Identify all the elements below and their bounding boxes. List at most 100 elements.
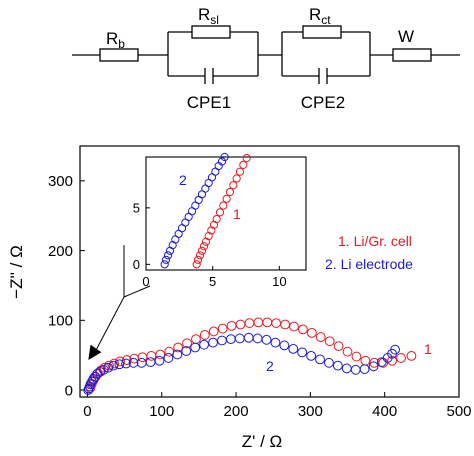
- series-1-point: [244, 318, 255, 328]
- series-2-point: [243, 332, 254, 343]
- series-2-point: [88, 373, 99, 384]
- y-tick-label: 200: [48, 243, 73, 260]
- series-2-point: [145, 357, 156, 368]
- series-1-point: [193, 255, 203, 264]
- series-1-point: [262, 317, 273, 328]
- series-2-point: [261, 334, 272, 345]
- w-element: [392, 48, 432, 62]
- inset-y-ticks: 05: [133, 200, 150, 272]
- series-1-point: [360, 355, 371, 366]
- series-1-point: [197, 246, 207, 255]
- series-2-point: [154, 355, 165, 366]
- curve-label-2: 2: [266, 358, 274, 374]
- x-tick-label: 200: [224, 403, 249, 420]
- x-tick-label: 0: [83, 403, 91, 420]
- series-2-point: [103, 362, 114, 373]
- series-1-point: [219, 201, 228, 210]
- main-series: [83, 317, 417, 395]
- series-1-point: [173, 342, 183, 353]
- series-1-point: [351, 351, 362, 362]
- series-2-point: [217, 335, 227, 346]
- series-2-point: [163, 353, 174, 363]
- series-1-point: [225, 187, 235, 197]
- series-1-point: [333, 341, 344, 352]
- x-tick-label: 500: [446, 403, 471, 420]
- series-1-point: [235, 319, 246, 330]
- series-1-point: [212, 215, 221, 224]
- series-2-point: [359, 364, 370, 375]
- series-1-point: [315, 332, 326, 342]
- series-2-point: [350, 364, 361, 375]
- series-2-point: [172, 349, 183, 360]
- inset-label-1: 1: [233, 206, 241, 222]
- rsl-resistor: [191, 25, 231, 39]
- series-1-point: [226, 320, 237, 331]
- series-2-point: [324, 357, 334, 368]
- y-tick-label: 300: [48, 173, 73, 190]
- series-1-point: [253, 317, 264, 328]
- series-2-point: [85, 379, 96, 390]
- rct-resistor: [302, 25, 342, 39]
- x-tick-label: 400: [372, 403, 397, 420]
- series-1-point: [298, 324, 308, 335]
- x-tick-label: 100: [149, 403, 174, 420]
- legend-entry-1: 1. Li/Gr. cell: [338, 233, 412, 249]
- series-1-point: [208, 326, 219, 337]
- rsl-label: Rsl: [198, 5, 219, 27]
- cpe1-label: CPE1: [187, 93, 231, 112]
- series-2-point: [108, 360, 119, 371]
- series-2-point: [297, 347, 308, 358]
- series-2-point: [199, 339, 210, 350]
- series-1-point: [155, 349, 166, 360]
- series-1-point: [121, 355, 132, 365]
- series-1-point: [191, 334, 201, 345]
- series-1-point: [235, 167, 245, 176]
- y-axis-label: −Z'' / Ω: [7, 245, 26, 299]
- series-2-point: [217, 157, 227, 166]
- series-1-point: [232, 174, 241, 183]
- y-tick-label: 100: [48, 313, 73, 330]
- circuit-labels: Rb Rsl Rct W CPE1 CPE2: [106, 5, 414, 112]
- series-2-point: [315, 354, 325, 365]
- series-2-point: [181, 346, 192, 356]
- series-2-point: [220, 152, 229, 162]
- series-2-point: [121, 358, 131, 369]
- series-2-point: [163, 251, 173, 260]
- series-1-point: [242, 154, 251, 163]
- series-1-point: [229, 181, 238, 190]
- series-1-point: [342, 346, 353, 357]
- series-2-point: [390, 344, 400, 355]
- series-1-point: [396, 353, 406, 363]
- series-2-point: [98, 364, 109, 375]
- series-2-point: [252, 333, 263, 344]
- series-2-point: [332, 360, 343, 371]
- series-2-point: [161, 255, 171, 264]
- plot-frame: [79, 145, 460, 398]
- inset-plot: 0 5 10 05 1 2: [133, 152, 307, 289]
- rb-label: Rb: [106, 29, 125, 51]
- inset-frame: [145, 156, 307, 271]
- series-1-point: [289, 321, 299, 332]
- series-1-point: [217, 323, 228, 334]
- legend-entry-2: 2. Li electrode: [325, 256, 413, 272]
- series-2-point: [190, 342, 201, 353]
- series-2-point: [114, 359, 125, 370]
- series-1-point: [324, 336, 335, 347]
- series-1-point: [192, 260, 201, 269]
- x-tick-label: 300: [298, 403, 323, 420]
- series-1-point: [271, 318, 282, 328]
- y-tick-label: 5: [133, 200, 140, 215]
- y-axis-ticks: 0 100 200 300: [48, 173, 85, 399]
- series-1-point: [195, 251, 205, 260]
- x-tick-label: 10: [272, 274, 286, 289]
- equivalent-circuit: [72, 25, 460, 84]
- inset-series: [160, 152, 251, 269]
- series-2-point: [225, 334, 236, 345]
- series-2-point: [279, 340, 290, 351]
- series-1-point: [182, 338, 192, 349]
- w-label: W: [398, 27, 414, 46]
- curve-label-1: 1: [424, 341, 432, 357]
- series-2-point: [208, 337, 218, 348]
- series-2-point: [306, 350, 317, 361]
